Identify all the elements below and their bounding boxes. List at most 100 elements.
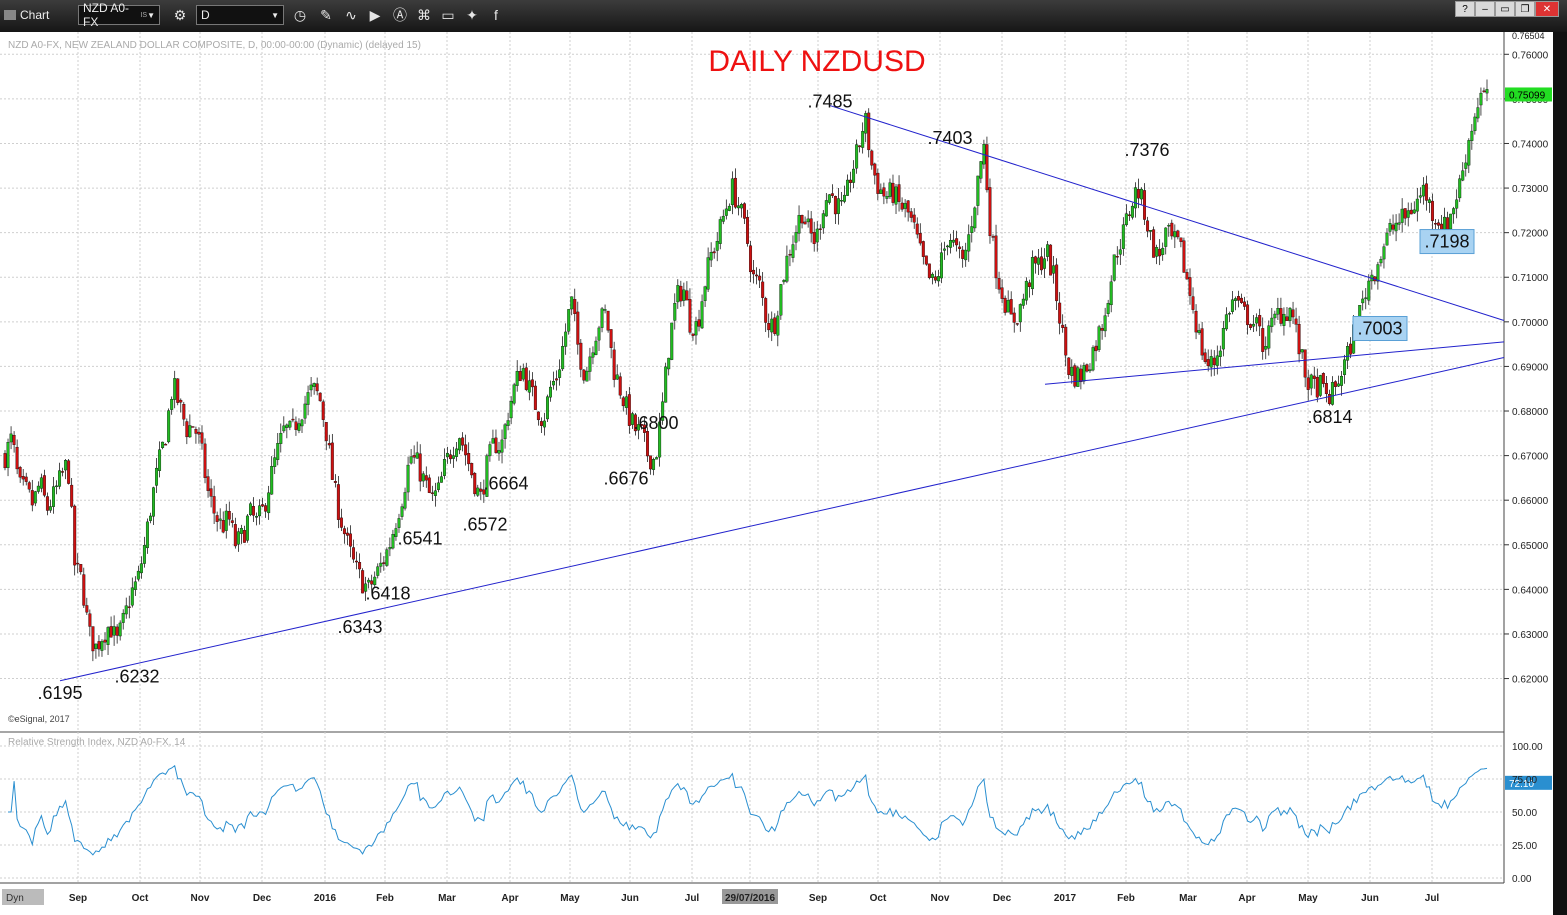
- candle-body: [555, 378, 559, 381]
- annotation-label: .6664: [483, 474, 528, 494]
- candle-body: [491, 438, 495, 444]
- symbol-input[interactable]: NZD A0-FX IS ▼: [78, 1, 160, 29]
- candle-body: [352, 547, 356, 560]
- candle-body: [1388, 223, 1392, 232]
- x-axis: Sep Oct Nov Dec 2016 Feb Mar Apr May Jun Jul 29/07/…: [69, 889, 1439, 904]
- candle-body: [252, 506, 255, 516]
- candle-body: [1240, 297, 1243, 303]
- candle-body: [1161, 247, 1165, 255]
- candle-body: [109, 626, 113, 638]
- candle-body: [1079, 368, 1083, 383]
- candle-body: [924, 255, 928, 265]
- candle-body: [1003, 297, 1007, 313]
- candle-body: [685, 290, 689, 301]
- restore-icon[interactable]: ❐: [1515, 1, 1535, 17]
- window-label: Chart: [4, 5, 74, 25]
- candle-body: [1261, 328, 1265, 352]
- x-tick-label: 2016: [314, 893, 337, 904]
- candle-body: [861, 131, 865, 148]
- candle-body: [527, 380, 531, 393]
- candle-body: [427, 477, 431, 493]
- close-icon[interactable]: ✕: [1535, 1, 1559, 17]
- x-tick-label: Oct: [870, 893, 887, 904]
- candle-body: [976, 175, 980, 206]
- candle-body: [688, 299, 692, 333]
- candle-body: [1112, 254, 1116, 281]
- candle-body: [1337, 383, 1340, 387]
- candle-body: [461, 437, 465, 446]
- candle-body: [703, 286, 707, 301]
- crosshair-date-box: [722, 889, 778, 904]
- candle-body: [1409, 209, 1413, 215]
- candle-body: [1164, 227, 1168, 247]
- candle-body: [909, 211, 913, 218]
- candle-body: [588, 356, 592, 372]
- interval-input[interactable]: D ▼: [196, 5, 284, 25]
- candle-body: [267, 492, 271, 514]
- candle-body: [1264, 346, 1268, 350]
- candle-body: [876, 172, 880, 194]
- candle-body: [1097, 326, 1101, 350]
- candle-body: [373, 576, 377, 586]
- alert-icon[interactable]: Ⓐ: [393, 7, 407, 23]
- candle-body: [739, 204, 743, 209]
- candle-body: [1212, 357, 1216, 366]
- candle-body: [182, 404, 186, 420]
- settings-icon[interactable]: ⚙: [173, 6, 187, 23]
- candle-body: [285, 424, 289, 428]
- candle-body: [1167, 225, 1171, 227]
- candle-body: [833, 196, 837, 215]
- candle-body: [145, 521, 149, 549]
- candle-body: [452, 455, 456, 459]
- comment-icon[interactable]: ▭: [441, 6, 455, 23]
- chevron-down-icon[interactable]: ▼: [271, 10, 279, 20]
- candle-body: [952, 239, 956, 243]
- clock-icon[interactable]: ◷: [293, 6, 307, 23]
- candle-body: [652, 459, 656, 470]
- help-icon[interactable]: ?: [1455, 1, 1475, 17]
- pencil-icon[interactable]: ✎: [320, 6, 332, 23]
- candle-body: [82, 574, 86, 606]
- annotation-label: .6572: [462, 515, 507, 535]
- chevron-down-icon[interactable]: ▼: [147, 10, 155, 20]
- candle-body: [839, 200, 843, 202]
- candle-body: [879, 189, 883, 195]
- candle-body: [188, 425, 192, 438]
- candle-body: [582, 369, 586, 381]
- candle-body: [467, 453, 471, 465]
- candle-body: [264, 505, 268, 512]
- candle-body: [518, 371, 522, 382]
- candle-body: [855, 144, 859, 169]
- tag-icon[interactable]: ⌘: [417, 6, 431, 23]
- facebook-icon[interactable]: f: [494, 7, 498, 23]
- candle-body: [282, 425, 286, 432]
- y-axis: 0.62000 0.63000 0.64000 0.65000 0.66000 0.670…: [1504, 32, 1552, 885]
- candle-body: [694, 321, 698, 336]
- minimize-icon[interactable]: –: [1475, 1, 1495, 17]
- candle-body: [542, 420, 546, 428]
- candle-body: [897, 184, 901, 202]
- candle-body: [1385, 232, 1389, 246]
- dock-icon[interactable]: ▭: [1495, 1, 1515, 17]
- twitter-icon[interactable]: ✦: [466, 6, 478, 23]
- candle-body: [664, 366, 668, 403]
- candle-body: [397, 518, 401, 528]
- candle-body: [97, 641, 101, 650]
- candle-body: [318, 392, 322, 402]
- curve-icon[interactable]: ∿: [345, 6, 357, 23]
- candle-body: [209, 488, 213, 497]
- candle-body: [130, 587, 134, 606]
- candle-body: [1176, 230, 1180, 238]
- candle-body: [564, 331, 568, 347]
- annotation-box: [1419, 229, 1475, 255]
- play-icon[interactable]: ▶: [369, 6, 381, 23]
- dyn-button[interactable]: [2, 889, 44, 905]
- candle-body: [1188, 277, 1192, 296]
- symbol-sup: IS: [140, 11, 148, 19]
- right-scroll-strip[interactable]: [1553, 32, 1567, 915]
- candle-body: [797, 215, 801, 234]
- candle-body: [291, 418, 295, 421]
- candle-body: [1346, 346, 1350, 361]
- candle-body: [1288, 307, 1292, 321]
- candle-body: [1015, 323, 1019, 325]
